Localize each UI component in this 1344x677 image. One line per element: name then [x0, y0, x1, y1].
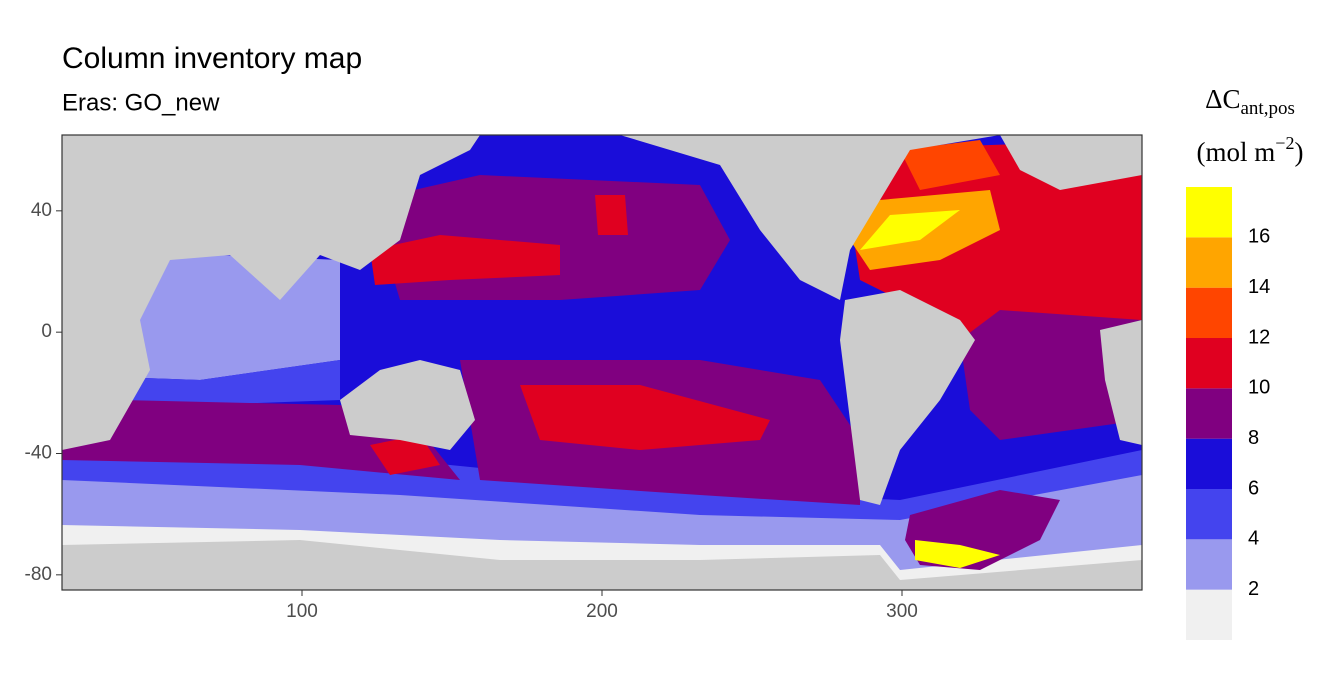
legend-unit-close: )	[1294, 137, 1303, 167]
ocean-region	[900, 140, 1000, 190]
legend-label: 6	[1248, 477, 1259, 499]
ocean-region	[960, 310, 1142, 440]
legend-label: 8	[1248, 427, 1259, 449]
colorbar-step	[1186, 539, 1232, 590]
land	[1000, 135, 1142, 190]
legend-label: 2	[1248, 578, 1259, 600]
legend-label: 12	[1248, 326, 1270, 348]
ocean-region	[595, 195, 628, 235]
chart-subtitle: Eras: GO_new	[62, 89, 220, 116]
legend-label: 4	[1248, 528, 1259, 550]
y-tick-label: 0	[41, 321, 52, 342]
x-tick-label: 300	[886, 601, 918, 622]
legend-unit-text: (mol m	[1197, 137, 1276, 167]
legend-subscript: ant,pos	[1241, 98, 1295, 119]
colorbar-step	[1186, 338, 1232, 389]
map	[62, 135, 1142, 590]
antarctica	[62, 540, 1142, 590]
colorbar-step	[1186, 489, 1232, 540]
ocean-region	[520, 385, 770, 450]
ocean-region	[370, 435, 440, 475]
colorbar-step	[1186, 589, 1232, 640]
ocean-region	[370, 235, 560, 285]
legend-title: ΔCant,pos	[1205, 84, 1295, 119]
colorbar-step	[1186, 187, 1232, 238]
ocean-region	[840, 140, 1142, 340]
legend-label: 16	[1248, 226, 1270, 248]
colorbar-step	[1186, 388, 1232, 439]
legend-label: 10	[1248, 377, 1270, 399]
chart-title: Column inventory map	[62, 42, 362, 75]
x-tick-label: 100	[286, 601, 318, 622]
ocean-region	[860, 210, 960, 250]
land	[1100, 320, 1142, 445]
colorbar-step	[1186, 438, 1232, 489]
colorbar-step	[1186, 237, 1232, 288]
land	[840, 290, 975, 505]
y-tick-label: -40	[25, 443, 52, 464]
x-tick-label: 200	[586, 601, 618, 622]
y-tick-label: 40	[31, 200, 52, 221]
legend-label: 14	[1248, 276, 1270, 298]
colorbar-step	[1186, 287, 1232, 338]
land	[620, 135, 1000, 300]
ocean-region	[915, 540, 1000, 568]
land	[340, 360, 475, 450]
y-tick-label: -80	[25, 564, 52, 585]
legend-symbol: ΔC	[1205, 84, 1240, 114]
legend-unit: (mol m−2)	[1197, 133, 1304, 167]
legend-unit-sup: −2	[1275, 133, 1294, 153]
land	[62, 135, 480, 450]
